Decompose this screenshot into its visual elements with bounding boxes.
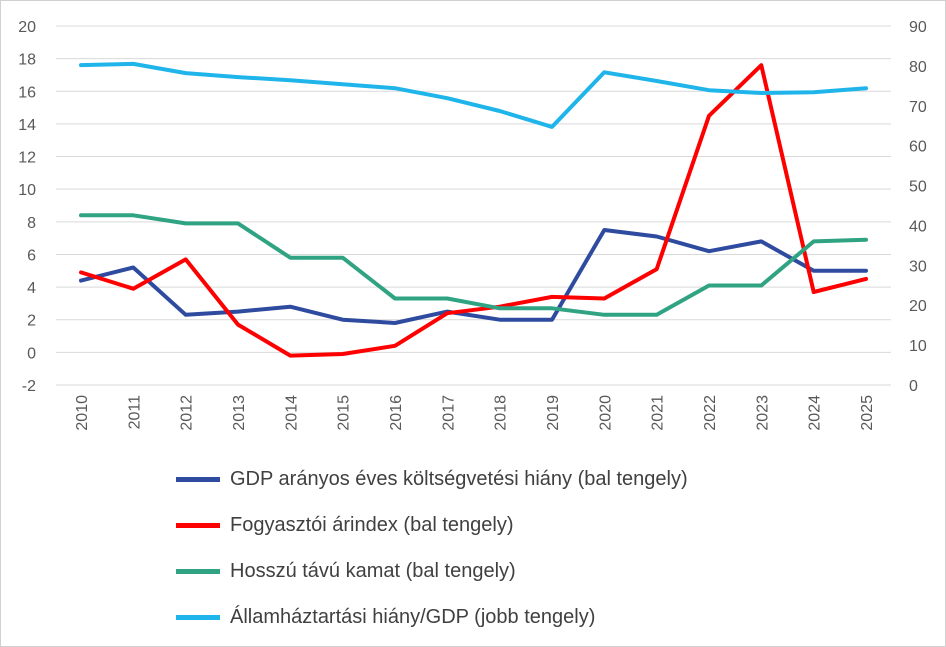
y-right-tick-label: 60 xyxy=(909,139,927,156)
x-tick-label: 2010 xyxy=(74,395,91,431)
x-tick-label: 2011 xyxy=(126,395,143,430)
y-left-tick-label: 18 xyxy=(18,52,36,69)
legend-item: Hosszú távú kamat (bal tengely) xyxy=(176,548,688,594)
x-tick-label: 2016 xyxy=(388,395,405,431)
y-left-tick-label: 8 xyxy=(27,215,36,232)
x-tick-label: 2021 xyxy=(650,395,667,431)
x-tick-label: 2019 xyxy=(545,395,562,431)
y-left-tick-label: 14 xyxy=(18,117,36,134)
x-tick-label: 2024 xyxy=(807,395,824,431)
x-tick-label: 2018 xyxy=(493,395,510,431)
legend-swatch xyxy=(176,614,220,620)
legend-item: GDP arányos éves költségvetési hiány (ba… xyxy=(176,456,688,502)
legend-item: Fogyasztói árindex (bal tengely) xyxy=(176,502,688,548)
y-left-tick-label: 12 xyxy=(18,150,36,167)
legend: GDP arányos éves költségvetési hiány (ba… xyxy=(176,456,688,640)
y-right-tick-label: 80 xyxy=(909,59,927,76)
x-tick-label: 2025 xyxy=(859,395,876,431)
y-left-tick-label: 4 xyxy=(27,280,36,297)
x-tick-label: 2022 xyxy=(702,395,719,431)
x-tick-label: 2015 xyxy=(336,395,353,431)
legend-item: Államháztartási hiány/GDP (jobb tengely) xyxy=(176,594,688,640)
legend-label: GDP arányos éves költségvetési hiány (ba… xyxy=(230,467,688,490)
y-left-tick-label: 16 xyxy=(18,84,36,101)
x-tick-label: 2020 xyxy=(597,395,614,431)
legend-label: Hosszú távú kamat (bal tengely) xyxy=(230,559,516,582)
x-tick-label: 2014 xyxy=(283,395,300,431)
x-tick-label: 2013 xyxy=(231,395,248,431)
y-right-tick-label: 50 xyxy=(909,179,927,196)
y-right-tick-label: 10 xyxy=(909,338,927,355)
legend-swatch xyxy=(176,476,220,482)
series-line-4 xyxy=(79,61,868,129)
y-right-tick-label: 30 xyxy=(909,258,927,275)
x-tick-label: 2023 xyxy=(754,395,771,431)
y-left-tick-label: 6 xyxy=(27,247,36,264)
y-right-tick-label: 20 xyxy=(909,298,927,315)
legend-swatch xyxy=(176,522,220,528)
y-right-tick-label: 0 xyxy=(909,378,918,395)
legend-label: Fogyasztói árindex (bal tengely) xyxy=(230,513,514,536)
y-right-tick-label: 90 xyxy=(909,19,927,36)
y-left-tick-label: 0 xyxy=(27,345,36,362)
y-right-tick-label: 70 xyxy=(909,99,927,116)
x-tick-label: 2017 xyxy=(440,395,457,431)
series-line-1 xyxy=(79,228,868,325)
series-line-3 xyxy=(79,213,868,317)
y-left-tick-label: 10 xyxy=(18,182,36,199)
legend-swatch xyxy=(176,568,220,574)
y-right-tick-label: 40 xyxy=(909,218,927,235)
x-tick-label: 2012 xyxy=(179,395,196,431)
legend-label: Államháztartási hiány/GDP (jobb tengely) xyxy=(230,605,596,628)
y-left-tick-label: 20 xyxy=(18,19,36,36)
y-left-tick-label: -2 xyxy=(22,378,36,395)
y-left-tick-label: 2 xyxy=(27,313,36,330)
